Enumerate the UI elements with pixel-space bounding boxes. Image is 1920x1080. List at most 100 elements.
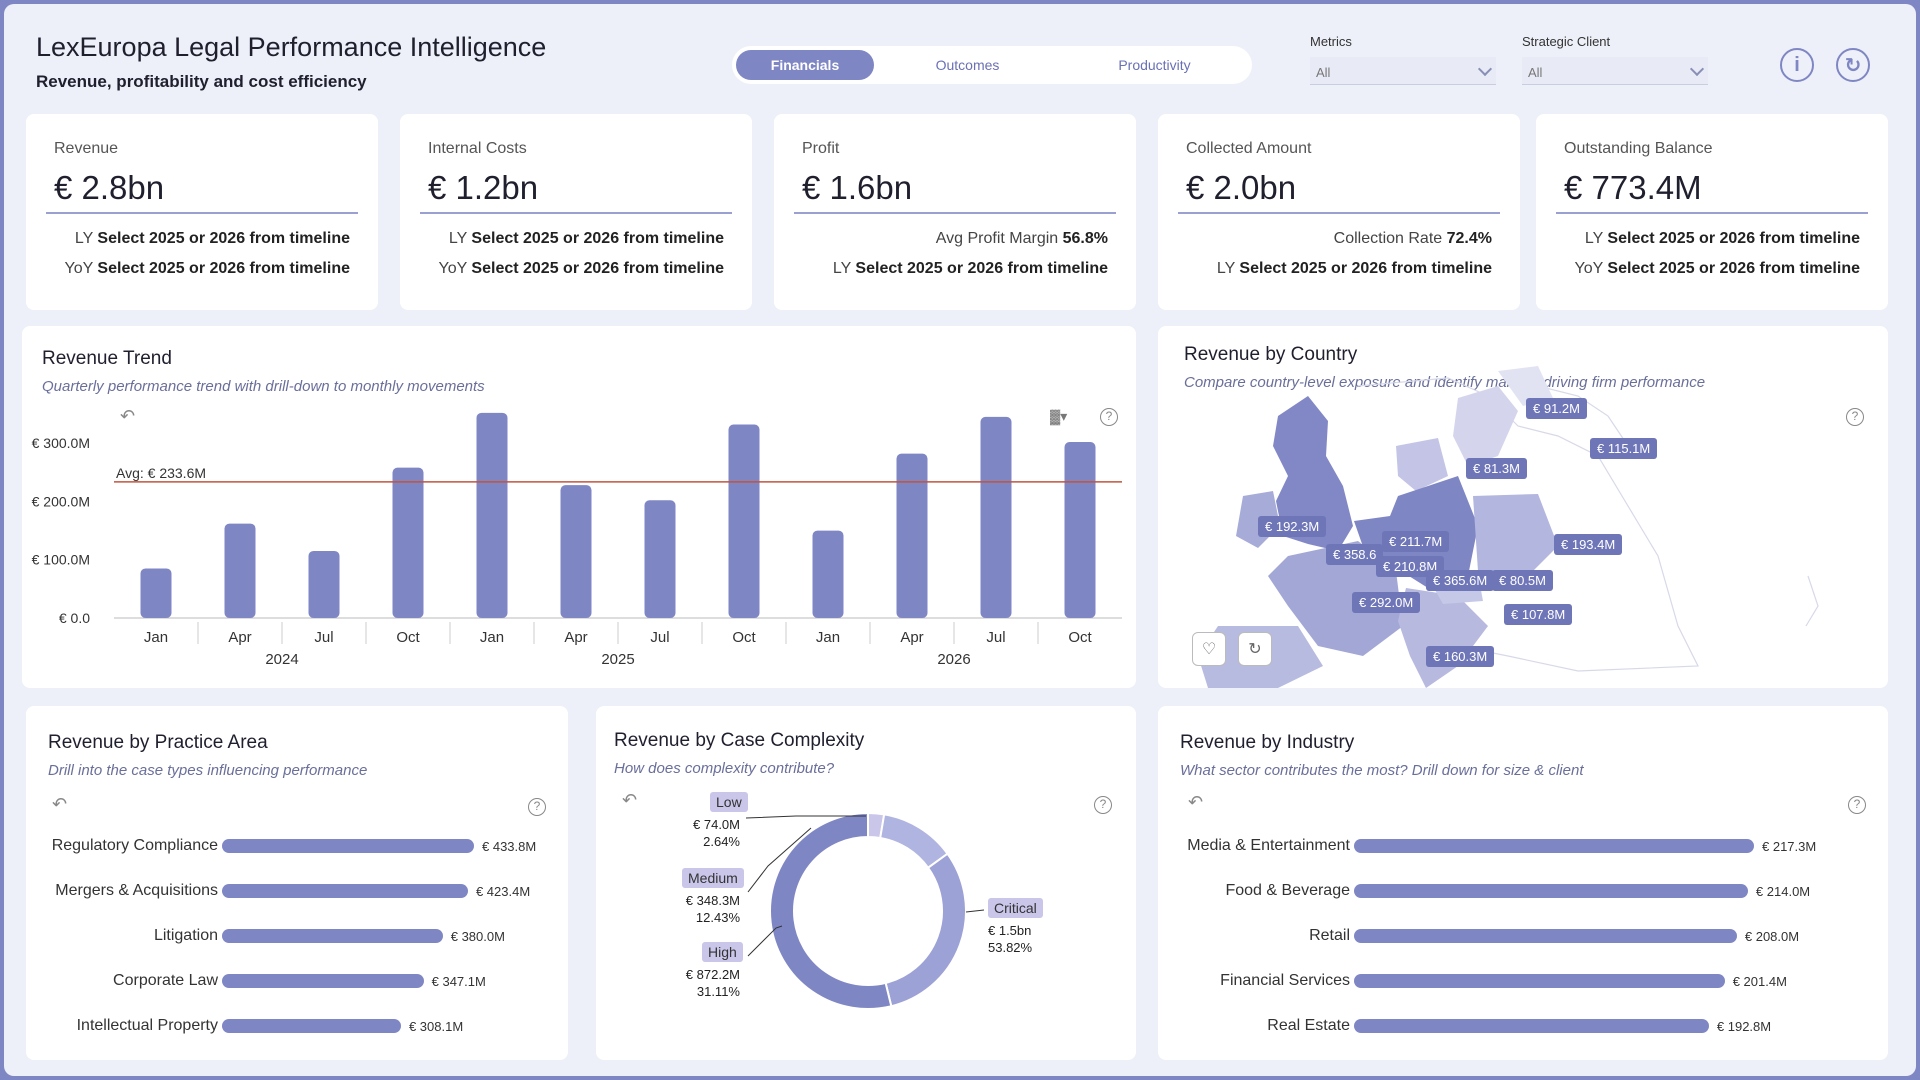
metrics-filter-label: Metrics [1310, 34, 1352, 49]
tab-financials[interactable]: Financials [736, 50, 874, 80]
year-label: 2024 [265, 651, 298, 668]
drill-up-icon[interactable]: ↶ [1188, 792, 1204, 812]
bar[interactable] [1354, 884, 1748, 898]
kpi-detail-label: LY [832, 260, 851, 277]
segment-value: € 74.0M [693, 817, 740, 832]
kpi-detail-row: LY Select 2025 or 2026 from timeline [75, 230, 350, 248]
bar-row[interactable]: Litigation € 380.0M [26, 926, 505, 946]
map-region-finland[interactable] [1498, 366, 1553, 406]
trend-bar [392, 467, 424, 618]
client-filter: Strategic Client All [1522, 34, 1708, 85]
help-icon[interactable]: ? [1846, 408, 1864, 426]
x-tick-label: Jul [314, 629, 333, 646]
map-label: € 80.5M [1492, 570, 1553, 591]
revenue-by-case-complexity-card: Revenue by Case Complexity How does comp… [596, 706, 1136, 1060]
bar[interactable] [1354, 839, 1754, 853]
tab-productivity[interactable]: Productivity [1118, 57, 1191, 73]
help-icon[interactable]: ? [528, 798, 546, 816]
bar-category-label: Media & Entertainment [1187, 837, 1350, 854]
client-dropdown[interactable]: All [1522, 57, 1708, 85]
trend-bar [140, 568, 172, 618]
bar-row[interactable]: Retail € 208.0M [1158, 926, 1799, 946]
tab-outcomes[interactable]: Outcomes [935, 57, 1000, 73]
visual-type-icon[interactable]: ▓▾ [1050, 408, 1068, 424]
segment-percent: 53.82% [988, 940, 1033, 955]
panel-subtitle: How does complexity contribute? [614, 760, 835, 777]
help-icon[interactable]: ? [1100, 408, 1118, 426]
average-label: Avg: € 233.6M [116, 465, 206, 481]
segment-label-medium: Medium [682, 868, 744, 888]
kpi-detail-row: YoY Select 2025 or 2026 from timeline [64, 260, 350, 278]
map-region-uk[interactable] [1273, 396, 1353, 551]
bar-row[interactable]: Corporate Law € 347.1M [26, 971, 486, 991]
kpi-detail-value: Select 2025 or 2026 from timeline [1607, 230, 1860, 247]
map-region-italy[interactable] [1398, 588, 1488, 688]
page-title: LexEuropa Legal Performance Intelligence [36, 32, 547, 62]
client-dropdown-value: All [1528, 65, 1543, 80]
kpi-label: Internal Costs [428, 140, 527, 157]
bar[interactable] [222, 1019, 401, 1033]
drill-up-icon[interactable]: ↶ [622, 790, 638, 810]
kpi-detail-label: YoY [1574, 260, 1603, 277]
bar[interactable] [222, 839, 474, 853]
map-region-france[interactable] [1268, 541, 1403, 656]
drill-up-icon[interactable]: ↶ [120, 406, 136, 426]
kpi-detail-row: LY Select 2025 or 2026 from timeline [833, 260, 1108, 278]
kpi-detail-label: LY [1216, 260, 1235, 277]
bar-row[interactable]: Intellectual Property € 308.1M [26, 1016, 464, 1036]
map-region-poland[interactable] [1473, 494, 1558, 576]
kpi-detail-label: Avg Profit Margin [935, 230, 1059, 247]
bar-value-label: € 201.4M [1732, 973, 1787, 989]
bar-row[interactable]: Regulatory Compliance € 433.8M [26, 836, 537, 856]
help-icon[interactable]: ? [1094, 796, 1112, 814]
divider [420, 212, 732, 214]
bar[interactable] [1354, 974, 1725, 988]
leader-line [747, 827, 812, 893]
kpi-detail-label: YoY [64, 260, 93, 277]
map-label: € 115.1M [1590, 438, 1658, 459]
metrics-dropdown[interactable]: All [1310, 57, 1496, 85]
map-region-denmark[interactable] [1396, 438, 1448, 491]
bar-row[interactable]: Media & Entertainment € 217.3M [1158, 836, 1816, 856]
bar-row[interactable]: Food & Beverage € 214.0M [1158, 881, 1810, 901]
bar-row[interactable]: Financial Services € 201.4M [1158, 971, 1787, 991]
y-tick-label: € 300.0M [32, 435, 90, 451]
bar[interactable] [222, 884, 468, 898]
dashboard-frame: LexEuropa Legal Performance Intelligence… [4, 4, 1916, 1076]
trend-bar [560, 485, 592, 618]
map-pin-icon[interactable]: ♡ [1192, 632, 1226, 666]
bar-row[interactable]: Real Estate € 192.8M [1158, 1016, 1771, 1036]
refresh-icon[interactable]: ↻ [1836, 48, 1870, 82]
help-icon[interactable]: ? [1848, 796, 1866, 814]
kpi-detail-label: LY [1584, 230, 1603, 247]
bar-category-label: Litigation [153, 927, 218, 944]
revenue-trend-card: Revenue Trend Quarterly performance tren… [22, 326, 1136, 688]
map-reset-icon[interactable]: ↻ [1238, 632, 1272, 666]
map-region-sweden[interactable] [1453, 386, 1518, 466]
bar[interactable] [1354, 1019, 1709, 1033]
europe-map[interactable] [1158, 326, 1888, 688]
panel-title: Revenue by Practice Area [48, 732, 268, 753]
drill-up-icon[interactable]: ↶ [52, 794, 68, 814]
kpi-value: € 773.4M [1564, 169, 1702, 206]
bar-value-label: € 380.0M [450, 928, 505, 944]
bar-row[interactable]: Mergers & Acquisitions € 423.4M [26, 881, 530, 901]
panel-title: Revenue by Case Complexity [614, 730, 865, 751]
panel-subtitle: Drill into the case types influencing pe… [48, 762, 368, 779]
panel-title: Revenue by Industry [1180, 732, 1355, 753]
bar[interactable] [222, 929, 443, 943]
segment-percent: 12.43% [695, 910, 740, 925]
donut-segment-high [884, 852, 967, 1008]
kpi-value: € 2.0bn [1186, 169, 1297, 206]
kpi-detail-row: YoY Select 2025 or 2026 from timeline [1574, 260, 1860, 278]
kpi-detail-row: LY Select 2025 or 2026 from timeline [1217, 260, 1492, 278]
trend-bar [476, 412, 508, 618]
bar-value-label: € 347.1M [431, 973, 486, 989]
bar-category-label: Real Estate [1267, 1017, 1350, 1034]
bar-category-label: Regulatory Compliance [51, 837, 218, 854]
info-icon[interactable]: i [1780, 48, 1814, 82]
x-tick-label: Oct [1068, 629, 1092, 646]
trend-bar [1064, 441, 1096, 618]
bar[interactable] [222, 974, 424, 988]
bar[interactable] [1354, 929, 1737, 943]
